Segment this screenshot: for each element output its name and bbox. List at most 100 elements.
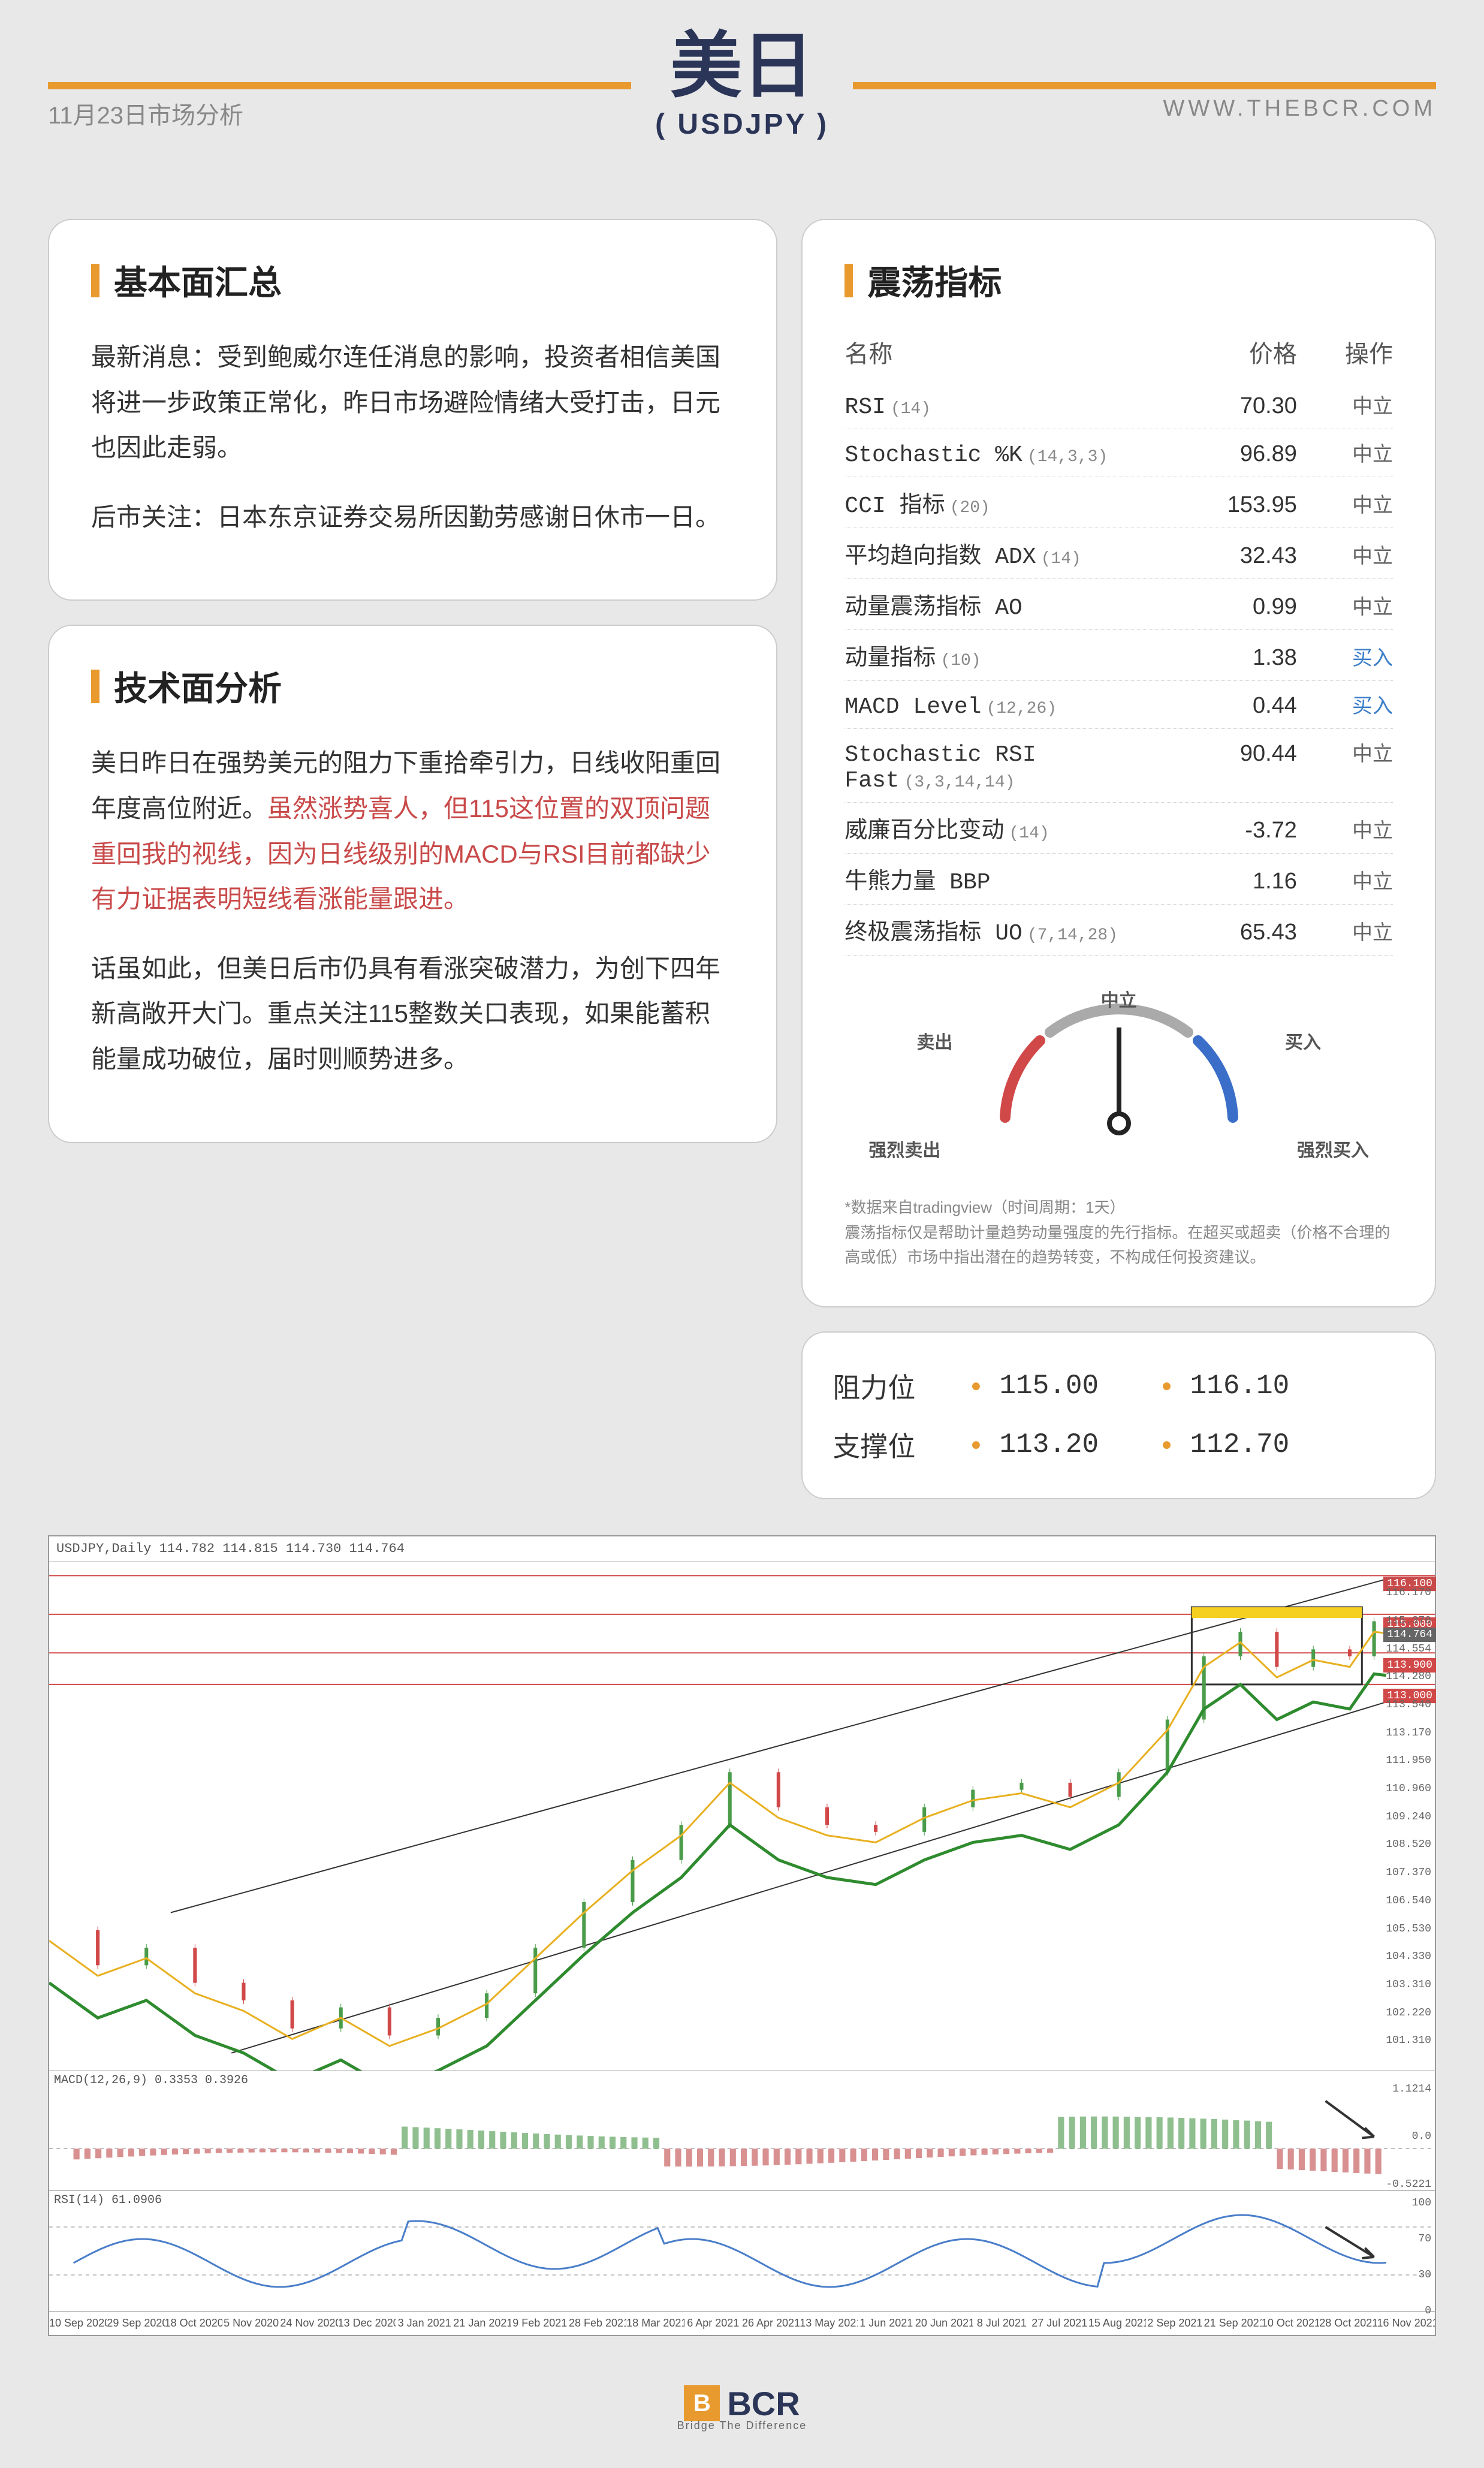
indicator-name: RSI(14)	[844, 394, 1174, 420]
gauge-buy: 买入	[1285, 1027, 1321, 1054]
indicator-row: 动量震荡指标 AO0.99中立	[844, 579, 1393, 630]
indicator-param: (14)	[1041, 550, 1081, 568]
indicator-name: Stochastic %K(14,3,3)	[844, 442, 1174, 468]
header-rule-right	[853, 82, 1436, 89]
indicator-action: 中立	[1297, 540, 1393, 569]
indicator-action: 中立	[1297, 737, 1393, 767]
support-row: 支撑位 ● 113.20 ● 112.70	[833, 1415, 1405, 1474]
gauge-strong-buy: 强烈买入	[1297, 1135, 1369, 1162]
indicator-param: (14)	[1009, 824, 1049, 843]
chart-header: USDJPY,Daily 114.782 114.815 114.730 114…	[49, 1536, 1435, 1562]
indicator-action: 买入	[1297, 641, 1393, 671]
y-tick-label: 0.0	[1412, 2131, 1431, 2142]
indicator-price: 65.43	[1174, 920, 1297, 945]
chart-rsi-panel: RSI(14) 61.0906 10070300	[49, 2191, 1435, 2311]
x-tick-label: 9 Feb 2021	[511, 2317, 569, 2330]
indicator-action: 中立	[1297, 814, 1393, 843]
indicator-name: 威廉百分比变动(14)	[844, 811, 1174, 845]
title-bar-icon	[91, 670, 99, 703]
y-tick-label: 114.280	[1386, 1671, 1431, 1683]
indicator-action: 中立	[1297, 865, 1393, 894]
gauge-neutral: 中立	[1101, 986, 1137, 1012]
pair-symbol: ( USDJPY )	[655, 108, 829, 141]
brand-name: BCR	[727, 2384, 800, 2423]
x-tick-label: 5 Nov 2020	[222, 2317, 280, 2330]
x-tick-label: 27 Jul 2021	[1031, 2317, 1088, 2330]
logo-icon: B	[684, 2385, 720, 2421]
y-tick-label: 110.960	[1386, 1783, 1431, 1795]
y-tick-label: -0.5221	[1386, 2178, 1431, 2190]
chart-main-panel: 116.100115.000114.764113.900113.000 116.…	[49, 1562, 1435, 2071]
rsi-title: RSI(14) 61.0906	[54, 2193, 162, 2207]
indicator-name: Stochastic RSI Fast(3,3,14,14)	[844, 742, 1174, 794]
y-tick-label: 0	[1425, 2305, 1431, 2317]
gauge-sell: 卖出	[916, 1027, 952, 1054]
y-tick-label: 1.1214	[1392, 2083, 1431, 2095]
x-tick-label: 6 Apr 2021	[684, 2317, 742, 2330]
page-header: 美日 ( USDJPY ) 11月23日市场分析 WWW.THEBCR.COM	[0, 0, 1484, 159]
y-tick-label: 108.520	[1386, 1839, 1431, 1851]
oscillators-title: 震荡指标	[844, 256, 1393, 305]
x-tick-label: 18 Oct 2020	[165, 2317, 222, 2330]
x-tick-label: 13 May 2021	[800, 2317, 857, 2330]
resistance-v2: 116.10	[1190, 1370, 1334, 1402]
x-tick-label: 20 Jun 2021	[915, 2317, 973, 2330]
support-v1: 113.20	[1000, 1429, 1144, 1460]
fundamentals-p2: 后市关注：日本东京证券交易所因勤劳感谢日休市一日。	[91, 495, 734, 540]
bullet-icon: ●	[1162, 1435, 1172, 1455]
col-name: 名称	[844, 335, 1174, 369]
indicator-action: 中立	[1297, 438, 1393, 467]
indicator-name: 牛熊力量 BBP	[844, 862, 1174, 896]
indicator-name: 终极震荡指标 UO(7,14,28)	[844, 913, 1174, 947]
y-tick-label: 104.330	[1386, 1951, 1431, 1963]
y-tick-label: 111.950	[1386, 1755, 1431, 1767]
y-tick-label: 30	[1418, 2269, 1431, 2281]
x-tick-label: 15 Aug 2021	[1088, 2317, 1146, 2330]
indicator-row: 动量指标(10)1.38买入	[844, 630, 1393, 681]
technical-p2: 话虽如此，但美日后市仍具有看涨突破潜力，为创下四年新高敞开大门。重点关注115整…	[91, 946, 734, 1082]
indicator-param: (10)	[940, 652, 981, 670]
y-tick-label: 113.170	[1386, 1727, 1431, 1739]
header-title-block: 美日 ( USDJPY )	[655, 30, 829, 141]
x-tick-label: 13 Dec 2020	[338, 2317, 396, 2330]
y-tick-label: 106.540	[1386, 1895, 1431, 1907]
bullet-icon: ●	[970, 1376, 981, 1396]
brand-tagline: Bridge The Difference	[0, 2419, 1484, 2432]
y-tick-label: 100	[1412, 2197, 1431, 2209]
x-tick-label: 10 Sep 2020	[49, 2317, 107, 2330]
indicator-param: (12,26)	[986, 700, 1057, 718]
indicator-row: 平均趋向指数 ADX(14)32.43中立	[844, 528, 1393, 579]
indicator-name: MACD Level(12,26)	[844, 694, 1174, 720]
indicator-param: (20)	[950, 499, 990, 517]
indicator-price: 1.16	[1174, 869, 1297, 894]
col-action: 操作	[1297, 335, 1393, 369]
disclaimer: *数据来自tradingview（时间周期：1天） 震荡指标仅是帮助计量趋势动量…	[844, 1195, 1393, 1270]
indicator-row: 牛熊力量 BBP1.16中立	[844, 854, 1393, 905]
x-tick-label: 10 Oct 2021	[1262, 2317, 1319, 2330]
indicator-param: (14,3,3)	[1027, 448, 1108, 466]
x-tick-label: 29 Sep 2020	[107, 2317, 164, 2330]
x-tick-label: 2 Sep 2021	[1146, 2317, 1204, 2330]
indicator-name: 平均趋向指数 ADX(14)	[844, 537, 1174, 570]
indicator-price: 0.99	[1174, 594, 1297, 620]
indicator-price: 32.43	[1174, 543, 1297, 569]
indicator-row: 威廉百分比变动(14)-3.72中立	[844, 803, 1393, 854]
x-tick-label: 28 Oct 2021	[1319, 2317, 1377, 2330]
fundamentals-title-text: 基本面汇总	[114, 256, 282, 305]
y-tick-label: 113.540	[1386, 1699, 1431, 1711]
indicator-action: 中立	[1297, 390, 1393, 419]
x-tick-label: 3 Jan 2021	[396, 2317, 453, 2330]
x-tick-label: 18 Mar 2021	[626, 2317, 684, 2330]
technical-title-text: 技术面分析	[114, 662, 282, 710]
technical-title: 技术面分析	[91, 662, 734, 710]
x-tick-label: 1 Jun 2021	[858, 2317, 915, 2330]
report-date: 11月23日市场分析	[48, 96, 243, 131]
title-bar-icon	[91, 264, 99, 297]
support-v2: 112.70	[1190, 1429, 1334, 1460]
x-tick-label: 8 Jul 2021	[973, 2317, 1030, 2330]
bullet-icon: ●	[970, 1435, 981, 1455]
y-tick-label: 103.310	[1386, 1979, 1431, 1991]
y-tick-label: 101.310	[1386, 2035, 1431, 2047]
pair-title: 美日	[655, 30, 829, 102]
price-tag: 114.764	[1383, 1628, 1436, 1642]
